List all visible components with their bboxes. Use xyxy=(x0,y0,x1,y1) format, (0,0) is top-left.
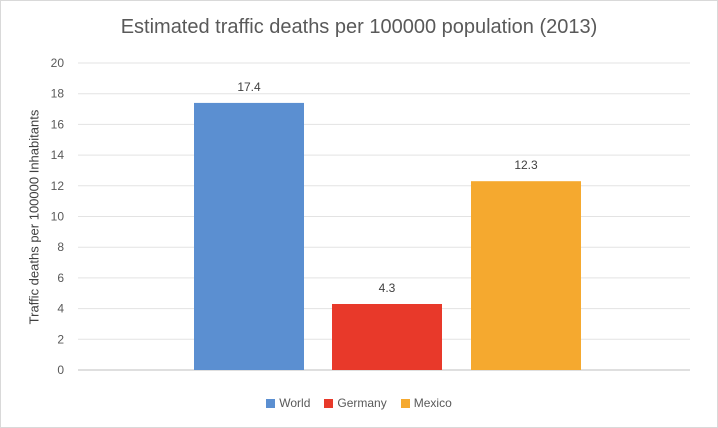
legend-item-germany: Germany xyxy=(324,396,387,410)
bar-mexico xyxy=(471,181,581,370)
legend-label: Germany xyxy=(337,396,387,410)
y-tick-label: 18 xyxy=(51,87,65,101)
data-label-germany: 4.3 xyxy=(379,281,396,295)
chart-legend: World Germany Mexico xyxy=(0,396,718,410)
legend-swatch xyxy=(266,398,276,408)
data-label-world: 17.4 xyxy=(237,80,261,94)
bar-world xyxy=(194,102,304,370)
legend-label: Mexico xyxy=(413,396,452,410)
y-tick-label: 4 xyxy=(57,302,64,316)
y-tick-label: 16 xyxy=(51,117,65,131)
legend-swatch xyxy=(324,398,334,408)
y-tick-label: 10 xyxy=(51,210,65,224)
y-tick-label: 0 xyxy=(57,363,64,377)
legend-item-mexico: Mexico xyxy=(400,396,452,410)
legend-label: World xyxy=(279,396,311,410)
chart-title: Estimated traffic deaths per 100000 popu… xyxy=(120,16,598,38)
data-label-mexico: 12.3 xyxy=(514,158,538,172)
y-tick-label: 6 xyxy=(57,271,64,285)
y-tick-label: 14 xyxy=(51,148,65,162)
bar-germany xyxy=(332,303,442,370)
y-tick-label: 2 xyxy=(57,332,64,346)
y-tick-label: 8 xyxy=(57,240,64,254)
y-tick-label: 12 xyxy=(51,179,65,193)
legend-item-world: World xyxy=(266,396,310,410)
legend-swatch xyxy=(400,398,410,408)
y-tick-label: 20 xyxy=(51,56,65,70)
